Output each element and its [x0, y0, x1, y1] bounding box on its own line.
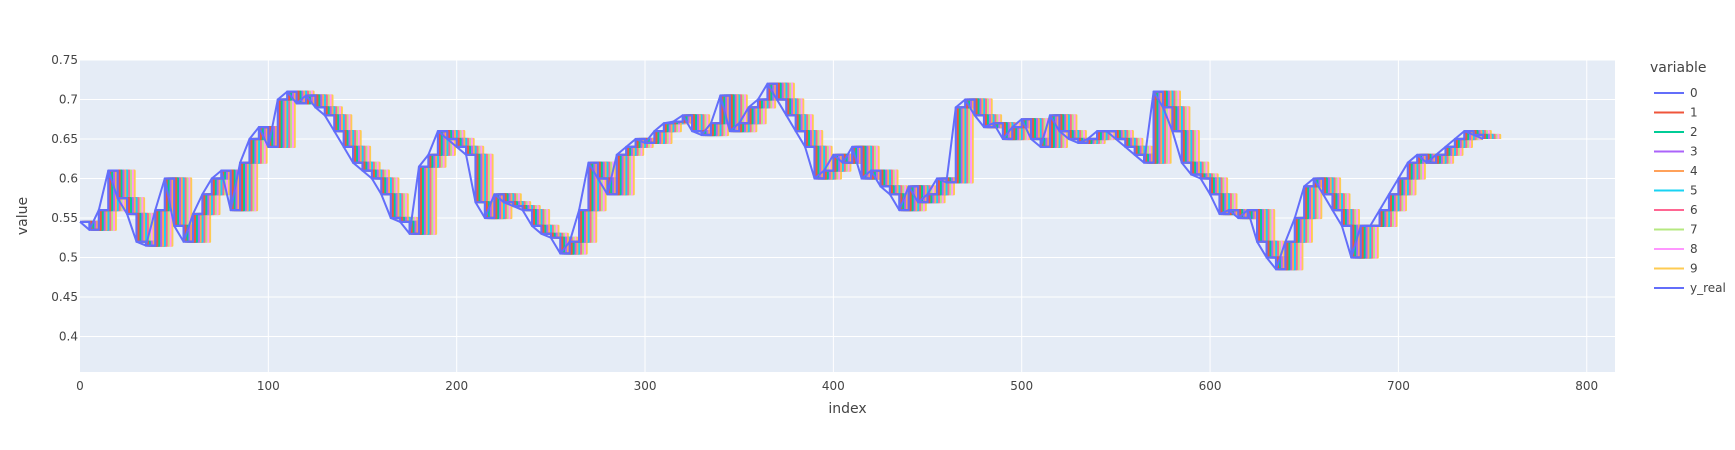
legend-label: 1: [1690, 106, 1698, 120]
y-tick-label: 0.55: [51, 211, 78, 225]
legend-label: 3: [1690, 145, 1698, 159]
x-axis-title: index: [828, 401, 866, 417]
legend-item-y_real[interactable]: y_real: [1654, 281, 1726, 295]
legend-label: 2: [1690, 125, 1698, 139]
legend-title: variable: [1650, 60, 1706, 76]
x-tick-label: 600: [1199, 379, 1222, 393]
x-tick-label: 0: [76, 379, 84, 393]
legend-item-2[interactable]: 2: [1654, 125, 1698, 139]
y-tick-label: 0.65: [51, 132, 78, 146]
legend-items: 0 1 2 3 4 5 6 7 8 9 y_real: [1654, 86, 1726, 295]
series-lines: [79, 82, 1502, 271]
x-tick-label: 500: [1010, 379, 1033, 393]
legend: variable 0 1 2 3 4 5 6 7 8 9 y_real: [1650, 60, 1726, 295]
legend-item-7[interactable]: 7: [1654, 223, 1698, 237]
legend-item-9[interactable]: 9: [1654, 262, 1698, 276]
y-tick-label: 0.6: [59, 171, 78, 185]
x-tick-label: 400: [822, 379, 845, 393]
y-tick-label: 0.7: [59, 92, 78, 106]
legend-item-0[interactable]: 0: [1654, 86, 1698, 100]
y-tick-label: 0.75: [51, 53, 78, 67]
y-tick-label: 0.4: [59, 329, 78, 343]
legend-label: 7: [1690, 223, 1698, 237]
x-tick-label: 700: [1387, 379, 1410, 393]
legend-item-6[interactable]: 6: [1654, 203, 1698, 217]
legend-item-5[interactable]: 5: [1654, 184, 1698, 198]
x-tick-label: 300: [634, 379, 657, 393]
y-tick-label: 0.5: [59, 250, 78, 264]
legend-label: 9: [1690, 262, 1698, 276]
x-tick-label: 800: [1575, 379, 1598, 393]
legend-label: 8: [1690, 242, 1698, 256]
legend-label: 6: [1690, 203, 1698, 217]
x-tick-label: 200: [445, 379, 468, 393]
legend-item-1[interactable]: 1: [1654, 106, 1698, 120]
legend-item-3[interactable]: 3: [1654, 145, 1698, 159]
x-tick-label: 100: [257, 379, 280, 393]
x-axis-ticks: 0 100 200 300 400 500 600 700 800: [76, 379, 1598, 393]
legend-label: 4: [1690, 164, 1698, 178]
y-tick-label: 0.45: [51, 290, 78, 304]
legend-label: y_real: [1690, 281, 1726, 295]
legend-item-8[interactable]: 8: [1654, 242, 1698, 256]
series-line-y_real: [79, 82, 1484, 271]
legend-item-4[interactable]: 4: [1654, 164, 1698, 178]
y-axis-title: value: [15, 197, 31, 235]
y-axis-ticks: 0.4 0.45 0.5 0.55 0.6 0.65 0.7 0.75: [51, 53, 78, 343]
legend-label: 5: [1690, 184, 1698, 198]
legend-label: 0: [1690, 86, 1698, 100]
